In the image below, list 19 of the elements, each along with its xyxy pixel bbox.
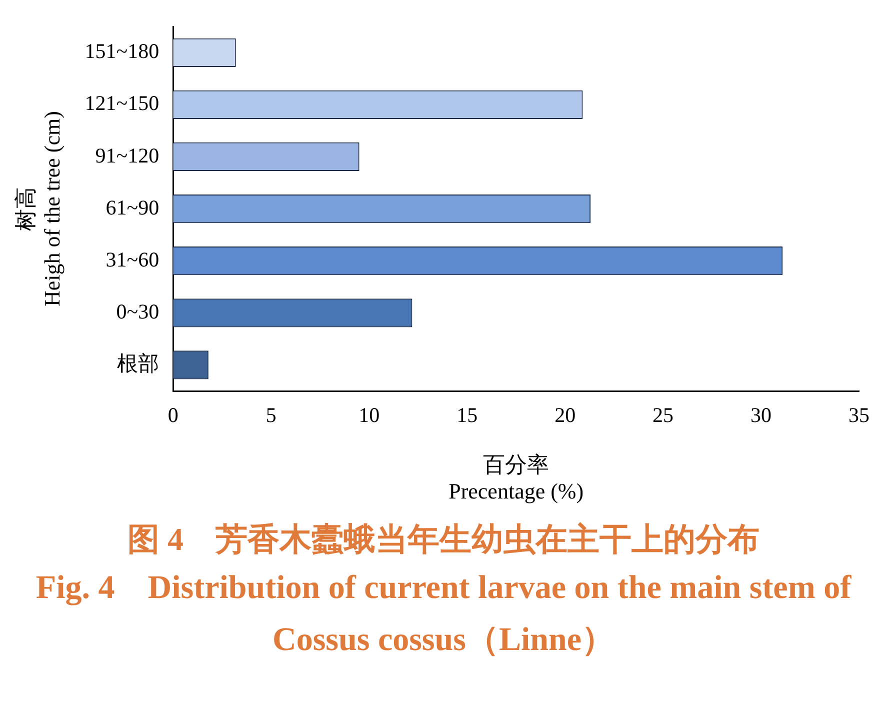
x-tick-label: 30 — [750, 403, 772, 428]
y-tick-label: 0~30 — [116, 299, 160, 324]
x-tick-label: 5 — [266, 403, 276, 428]
x-tick-label: 20 — [554, 403, 576, 428]
x-tick-label: 25 — [652, 403, 674, 428]
x-axis-title: 百分率 Precentage (%) — [448, 452, 584, 504]
y-tick-label: 121~150 — [84, 91, 160, 116]
y-tick-label: 61~90 — [106, 195, 160, 220]
y-tick-label: 91~120 — [95, 143, 160, 168]
x-tick-label: 0 — [168, 403, 178, 428]
y-tick-label: 31~60 — [106, 247, 160, 272]
text: 图 4 芳香木蠹蛾当年生幼虫在主干上的分布 — [126, 520, 760, 559]
x-tick-label: 10 — [358, 403, 380, 428]
text: Fig. 4 Distribution of current larvae on the main stem of Cossus cossus（Linne） — [34, 569, 852, 660]
x-tick-label: 15 — [456, 403, 478, 428]
y-tick-label: 151~180 — [84, 39, 160, 64]
y-tick-label: 根部 — [117, 351, 160, 376]
x-tick-label: 35 — [848, 403, 870, 428]
y-axis-title: 树高 Heigh of the tree (cm) — [12, 111, 64, 307]
